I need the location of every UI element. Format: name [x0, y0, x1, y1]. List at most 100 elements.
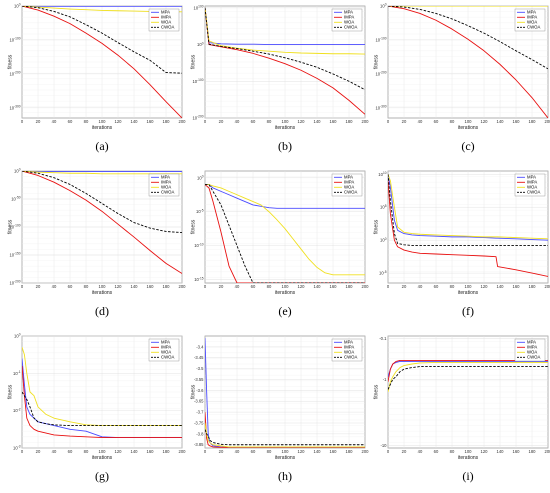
series-line-cwoa — [205, 7, 365, 91]
x-tick-label: 200 — [362, 449, 370, 454]
tick-exponent: -5 — [384, 270, 387, 274]
x-tick-label: 60 — [434, 119, 439, 124]
x-tick-label: 160 — [330, 119, 338, 124]
series-line-mpa — [205, 184, 365, 209]
x-tick-label: 200 — [179, 119, 187, 124]
legend-label: CWOA — [527, 25, 541, 30]
legend-label: WOA — [161, 20, 171, 25]
x-tick-label: 0 — [387, 119, 390, 124]
y-axis-label: fitness — [191, 384, 197, 399]
x-tick-label: 160 — [513, 119, 521, 124]
series-line-mpa — [22, 171, 182, 173]
tick-exponent: 5 — [385, 204, 387, 208]
tick-base: 10 — [194, 243, 199, 248]
legend-label: WOA — [161, 350, 171, 355]
legend-label: IMPA — [527, 345, 537, 350]
x-tick-label: 20 — [219, 119, 224, 124]
x-tick-label: 0 — [387, 284, 390, 289]
x-axis-label: iterations — [92, 125, 113, 131]
legend-label: MPA — [527, 10, 536, 15]
series-line-cwoa — [22, 6, 182, 74]
legend-label: CWOA — [527, 190, 541, 195]
y-tick-label: -10 — [380, 443, 387, 448]
legend-label: IMPA — [527, 15, 537, 20]
tick-base: 10 — [380, 205, 385, 210]
tick-base: 10 — [9, 225, 14, 230]
tick-exponent: 100 — [198, 5, 204, 9]
legend-label: CWOA — [527, 355, 541, 360]
chart-panel: 0 20 40 60 80 100 120 140 160 180 200 10-3 10-2 10-1 1… — [8, 330, 187, 490]
y-tick-label: 10-200 — [9, 280, 20, 286]
tick-exponent: 0 — [385, 237, 387, 241]
y-tick-label: 100 — [197, 41, 204, 47]
x-tick-label: 20 — [219, 449, 224, 454]
tick-exponent: -3 — [18, 445, 21, 449]
tick-exponent: -100 — [14, 37, 21, 41]
series-line-impa — [22, 6, 182, 118]
panel-caption: (c) — [461, 139, 475, 153]
chart-svg: 0 20 40 60 80 100 120 140 160 180 20010010-510-101… — [191, 170, 369, 296]
legend-label: WOA — [161, 185, 171, 190]
x-tick-label: 160 — [513, 284, 521, 289]
x-tick-label: 40 — [52, 119, 57, 124]
y-tick-label: -3.4 — [196, 344, 204, 349]
x-tick-label: 140 — [497, 119, 505, 124]
legend-label: WOA — [527, 185, 537, 190]
tick-base: 10 — [375, 37, 380, 42]
x-tick-label: 0 — [21, 449, 24, 454]
chart-svg: 0 20 40 60 80 100 120 140 160 180 200 -3.4 -3.45 -3.5… — [191, 335, 370, 461]
y-tick-label: 10-1 — [13, 370, 21, 376]
panel-caption: (a) — [95, 139, 109, 153]
tick-exponent: 0 — [19, 168, 21, 172]
x-tick-label: 20 — [402, 119, 407, 124]
x-tick-label: 0 — [21, 119, 24, 124]
x-tick-label: 80 — [450, 119, 455, 124]
tick-base: 10 — [194, 5, 199, 10]
legend-label: MPA — [344, 340, 353, 345]
x-tick-label: 80 — [84, 449, 89, 454]
panel-caption: (d) — [95, 304, 109, 318]
x-tick-label: 40 — [235, 119, 240, 124]
x-tick-label: 100 — [99, 449, 107, 454]
series-line-cwoa — [22, 391, 182, 427]
series-line-cwoa — [388, 366, 548, 390]
y-axis-label: fitness — [374, 384, 380, 399]
legend-label: MPA — [527, 340, 536, 345]
x-tick-label: 100 — [282, 449, 290, 454]
chart-panel: 0 20 40 60 80 100 120 140 160 180 200 10100 100 10-10… — [191, 0, 370, 160]
tick-base: 10 — [14, 334, 19, 339]
y-axis-label: fitness — [8, 54, 14, 69]
x-tick-label: 60 — [68, 284, 73, 289]
x-tick-label: 60 — [434, 449, 439, 454]
legend-box — [148, 173, 180, 197]
x-tick-label: 80 — [267, 119, 272, 124]
tick-base: 10 — [9, 253, 14, 258]
legend-label: CWOA — [161, 190, 175, 195]
tick-exponent: -300 — [14, 105, 21, 109]
tick-exponent: -150 — [14, 252, 21, 256]
y-tick-label: 10-150 — [9, 252, 20, 258]
tick-exponent: -1 — [18, 370, 21, 374]
tick-exponent: 0 — [202, 174, 204, 178]
tick-base: 10 — [14, 4, 19, 9]
series-line-impa — [205, 7, 365, 115]
legend-label: IMPA — [161, 15, 171, 20]
tick-base: 10 — [9, 105, 14, 110]
x-tick-label: 100 — [465, 449, 473, 454]
chart-panel: 0 20 40 60 80 100 120 140 160 180 200 100 10-5 10-10 1… — [191, 165, 369, 325]
x-tick-label: 0 — [204, 119, 207, 124]
legend-label: IMPA — [344, 15, 354, 20]
legend-label: MPA — [344, 175, 353, 180]
x-tick-label: 80 — [450, 284, 455, 289]
legend-label: IMPA — [344, 345, 354, 350]
tick-exponent: 0 — [19, 333, 21, 337]
x-tick-label: 120 — [481, 449, 489, 454]
tick-base: 10 — [9, 37, 14, 42]
y-axis-label: fitness — [191, 219, 197, 234]
legend-box — [331, 338, 363, 362]
x-tick-label: 80 — [450, 449, 455, 454]
x-tick-label: 200 — [362, 119, 370, 124]
